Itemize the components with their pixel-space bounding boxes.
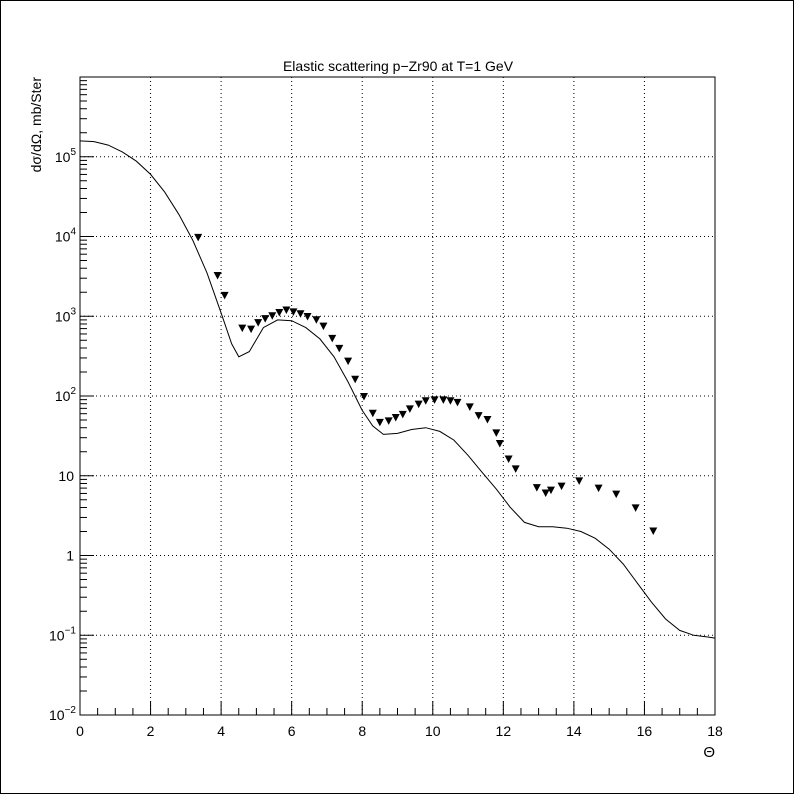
data-point: [594, 484, 603, 493]
data-point: [238, 324, 247, 333]
data-point: [391, 413, 400, 422]
y-tick-label: 10−2: [49, 705, 76, 723]
data-point: [465, 403, 474, 411]
data-point: [335, 344, 344, 353]
data-point: [511, 465, 520, 473]
axes: 0 2 4 6 8 10 12 14 16 18 10−2 10−1 1 10 102 103 104 105: [49, 76, 723, 739]
data-point: [328, 334, 337, 343]
data-point: [504, 455, 513, 463]
data-point: [557, 482, 566, 491]
data-point: [575, 477, 584, 485]
data-point: [483, 416, 492, 424]
x-tick-label: 2: [147, 723, 155, 739]
data-point: [649, 527, 658, 535]
chart-title: Elastic scattering p−Zr90 at T=1 GeV: [283, 58, 514, 74]
x-tick-label: 14: [566, 723, 582, 739]
data-point: [368, 409, 377, 418]
data-point: [344, 357, 353, 366]
data-point: [220, 291, 229, 300]
data-point: [289, 308, 298, 316]
data-point: [612, 490, 621, 499]
data-point: [492, 429, 501, 437]
theory-curve: [79, 140, 716, 639]
data-point: [375, 418, 384, 427]
data-point: [254, 319, 263, 327]
x-tick-label: 8: [358, 723, 366, 739]
data-point: [351, 375, 360, 384]
data-point: [261, 315, 270, 323]
data-point: [312, 316, 321, 324]
y-tick-label: 103: [55, 306, 77, 324]
data-point: [296, 310, 305, 318]
x-tick-label: 4: [217, 723, 225, 739]
data-point: [439, 396, 448, 404]
data-point: [247, 325, 256, 334]
y-tick-label: 102: [55, 386, 77, 404]
data-point: [495, 440, 504, 448]
grid: [80, 77, 715, 715]
series-layer: [79, 140, 716, 639]
data-point: [319, 322, 328, 331]
data-point: [541, 489, 550, 497]
data-point: [546, 486, 555, 495]
data-point: [453, 398, 462, 407]
y-tick-label: 10: [58, 468, 74, 484]
y-tick-label: 10−1: [49, 625, 76, 643]
data-point: [384, 417, 393, 425]
data-point: [474, 412, 483, 420]
data-point: [446, 397, 455, 405]
data-point: [303, 312, 312, 321]
data-point: [194, 233, 203, 242]
data-point: [398, 410, 407, 419]
data-point: [532, 484, 541, 492]
x-tick-label: 16: [637, 723, 653, 739]
x-tick-label: 12: [496, 723, 512, 739]
x-tick-label: 0: [76, 723, 84, 739]
data-point: [430, 396, 439, 404]
y-tick-label: 105: [55, 147, 77, 165]
data-point: [405, 405, 414, 413]
x-tick-label: 6: [288, 723, 296, 739]
y-tick-label: 104: [55, 227, 77, 245]
data-point: [268, 312, 277, 320]
y-axis-label: dσ/dΩ, mb/Ster: [28, 77, 44, 173]
data-point: [414, 400, 423, 409]
data-point: [631, 504, 640, 512]
plot-area-border: [79, 76, 716, 716]
x-tick-label: 18: [707, 723, 723, 739]
data-point: [213, 271, 222, 280]
x-axis-label: Θ: [703, 744, 715, 761]
data-point: [421, 397, 430, 405]
data-point: [359, 393, 368, 401]
data-point: [275, 308, 284, 317]
x-tick-label: 10: [425, 723, 441, 739]
y-tick-label: 1: [66, 548, 74, 564]
data-point: [282, 306, 291, 315]
